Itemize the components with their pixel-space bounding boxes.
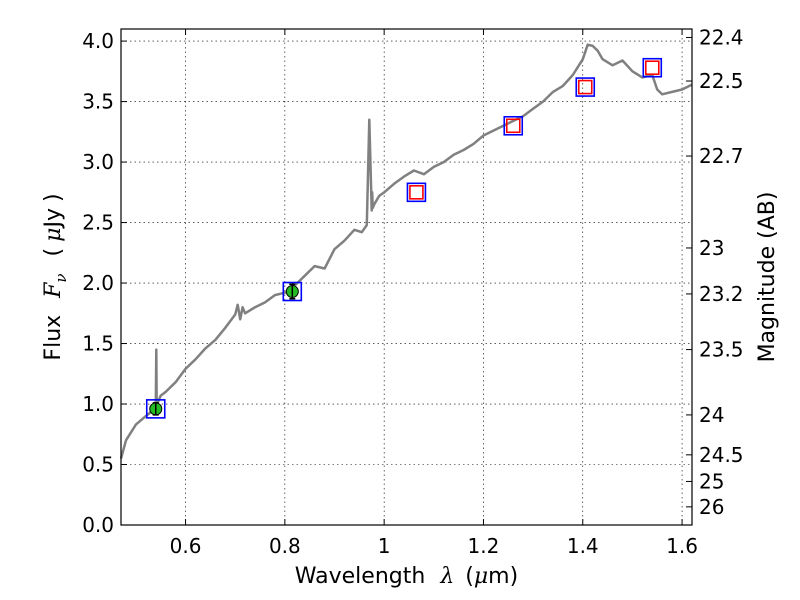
mag-tick-label: 26: [699, 495, 724, 519]
mag-tick-label: 24.5: [699, 443, 744, 467]
y-tick-label: 2.5: [82, 211, 114, 235]
y-axis-unit-rest: Jy: [41, 208, 66, 230]
x-tick-label: 0.6: [170, 534, 202, 558]
model-photometry-marker: [145, 399, 166, 419]
y-tick-label: 2.0: [82, 271, 114, 295]
upper-limit-marker: [577, 79, 593, 95]
upper-limit-marker: [644, 60, 660, 76]
y-tick-label: 1.5: [82, 332, 114, 356]
x-axis-unit-open: (: [465, 564, 474, 589]
y-tick-label: 3.0: [82, 150, 114, 174]
x-axis-title: Wavelength λ (μm): [295, 564, 518, 589]
model-photometry-marker: [642, 57, 663, 78]
model-photometry-marker: [503, 115, 524, 136]
model-photometry-marker: [282, 281, 303, 302]
upper-limit-marker: [409, 185, 424, 200]
x-tick-label: 1.2: [468, 534, 500, 558]
mag-tick-label: 25: [699, 469, 724, 493]
upper-limit-marker: [505, 118, 521, 134]
x-tick-label: 1.6: [666, 534, 698, 558]
spectrum-line: [119, 43, 693, 459]
grid: [121, 29, 692, 526]
mag-tick-label: 22.4: [699, 25, 744, 49]
x-tick-label: 1.4: [567, 534, 599, 558]
mag-tick-label: 22.5: [699, 69, 744, 93]
y-axis-unit-open: (: [41, 248, 66, 257]
y-axis-unit-mu: μ: [41, 228, 66, 242]
y-axis-title-text: Flux: [41, 315, 66, 361]
y-axis-title: Flux Fν ( μJy): [41, 193, 72, 360]
mag-tick-label: 22.7: [699, 144, 744, 168]
x-axis-unit-mu: μ: [474, 564, 488, 589]
mag-tick-label: 23.2: [699, 282, 744, 306]
plot-area: [119, 43, 693, 459]
mag-tick-label: 23.5: [699, 338, 744, 362]
x-axis-symbol: λ: [439, 564, 454, 589]
model-photometry-marker: [575, 77, 596, 97]
x-axis-unit-rest: m): [488, 564, 518, 589]
model-photometry-marker: [406, 182, 427, 203]
y-axis-symbol-sub: ν: [52, 273, 70, 282]
plot-frame: [120, 28, 693, 526]
y-tick-label: 1.0: [82, 392, 114, 416]
x-tick-label: 1: [378, 534, 391, 558]
mag-tick-label: 24: [699, 403, 724, 427]
mag-tick-label: 23: [699, 236, 724, 260]
y-tick-label: 3.5: [82, 90, 114, 114]
axes: 0.6 0.8 1 1.2 1.4 1.6 0.0 0.5 1.0 1.5 2.0 2.5 3.0 3.5…: [82, 25, 743, 558]
x-tick-label: 0.8: [269, 534, 301, 558]
y-tick-label: 0.0: [82, 513, 114, 537]
x-axis-title-text: Wavelength: [295, 564, 426, 589]
y-axis-symbol: F: [41, 282, 66, 299]
y-tick-label: 0.5: [82, 453, 114, 477]
y-tick-label: 4.0: [82, 29, 114, 53]
y2-axis-title: Magnitude (AB): [755, 192, 780, 363]
y-axis-unit-close: ): [41, 193, 66, 202]
